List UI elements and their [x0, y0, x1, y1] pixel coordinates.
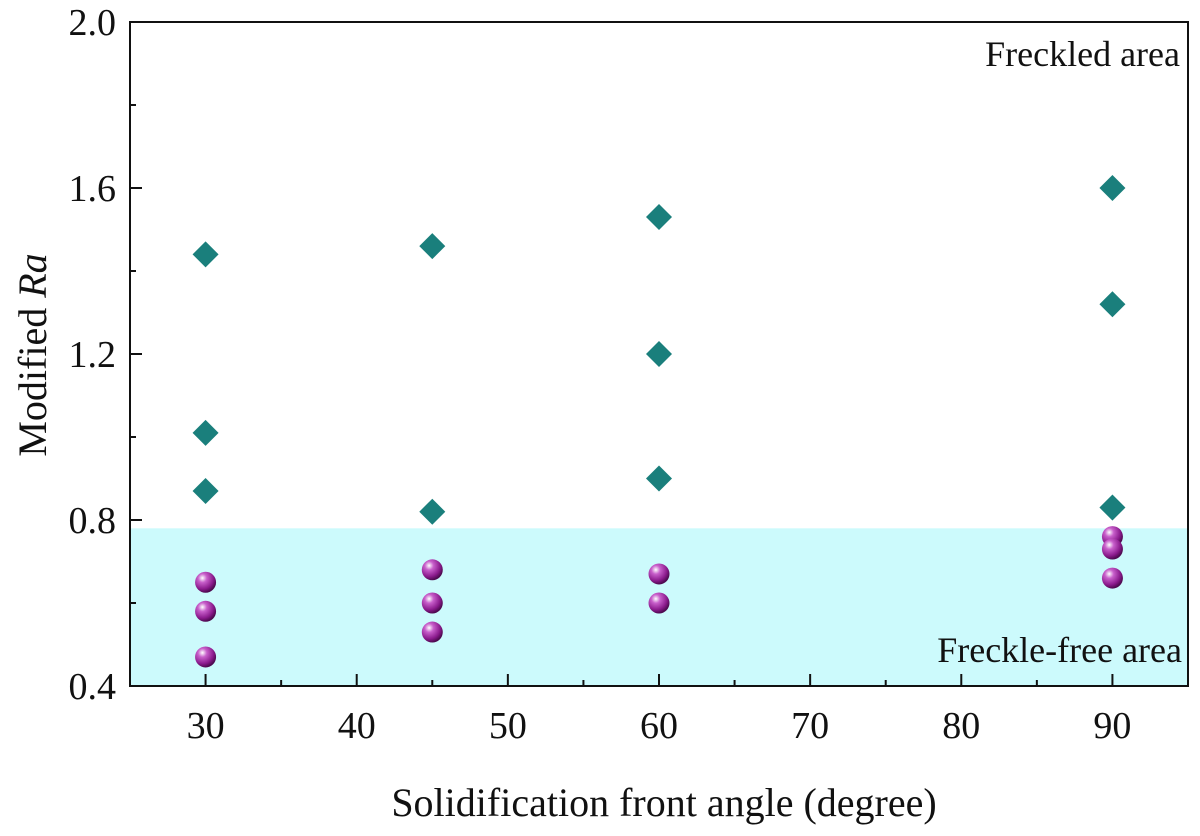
- x-tick-label: 80: [942, 705, 980, 747]
- diamond-point: [192, 419, 219, 446]
- sphere-point: [421, 559, 443, 581]
- x-tick-label: 70: [791, 705, 829, 747]
- sphere-point: [421, 621, 443, 643]
- sphere-point: [195, 571, 217, 593]
- x-tick-label: 50: [489, 705, 527, 747]
- x-tick-label: 40: [338, 705, 376, 747]
- diamond-point: [646, 204, 672, 231]
- diamond-point: [192, 241, 219, 268]
- y-tick-label: 2.0: [69, 2, 117, 44]
- y-axis-title-italic: Ra: [10, 253, 55, 298]
- diamond-point: [419, 498, 446, 525]
- x-tick-label: 30: [187, 705, 225, 747]
- y-axis-title-prefix: Modified: [10, 298, 55, 457]
- y-tick-label: 1.6: [69, 168, 117, 210]
- y-tick-label: 0.4: [69, 666, 117, 708]
- freckle-free-area-label: Freckle-free area: [937, 630, 1182, 670]
- freckled-area-label: Freckled area: [985, 34, 1180, 74]
- y-tick-label: 1.2: [69, 334, 117, 376]
- diamond-point: [419, 233, 446, 260]
- sphere-point: [421, 592, 443, 614]
- diamond-point: [646, 341, 672, 367]
- sphere-point: [195, 646, 217, 668]
- x-tick-label: 90: [1093, 705, 1131, 747]
- y-tick-label: 0.8: [69, 500, 117, 542]
- x-axis-title: Solidification front angle (degree): [391, 780, 936, 825]
- sphere-point: [1101, 567, 1123, 589]
- diamond-point: [646, 465, 672, 492]
- sphere-point: [195, 600, 217, 622]
- diamond-point: [192, 477, 219, 504]
- diamond-point: [1099, 175, 1126, 201]
- sphere-point: [1101, 538, 1123, 560]
- sphere-point: [648, 563, 670, 585]
- x-tick-label: 60: [640, 705, 678, 747]
- sphere-point: [648, 592, 670, 614]
- diamond-point: [1099, 291, 1126, 318]
- y-axis-title: Modified Ra: [10, 253, 55, 456]
- diamond-point: [1099, 494, 1126, 521]
